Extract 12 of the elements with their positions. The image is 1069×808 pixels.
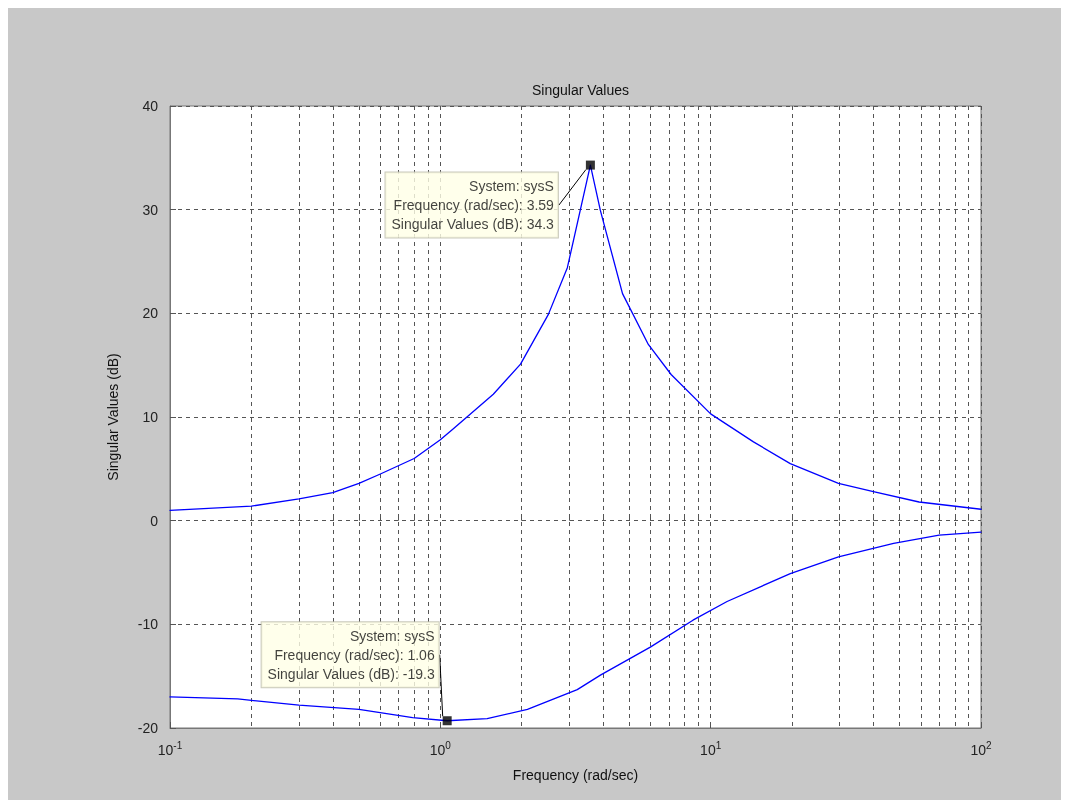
y-tick-label: 40	[142, 98, 159, 114]
chart-title: Singular Values	[531, 82, 630, 98]
annotation: System: sysS Frequency (rad/sec): 3.59 Singular Values (dB): 34.3	[391, 178, 555, 233]
y-axis-title: Singular Values (dB)	[105, 353, 121, 481]
y-tick-label: -20	[137, 720, 159, 736]
y-tick-label: 20	[142, 305, 159, 322]
y-tick-label: 0	[150, 512, 159, 529]
y-tick-label: 30	[142, 201, 159, 218]
y-tick-label: -10	[137, 616, 159, 633]
x-axis-title: Frequency (rad/sec)	[512, 767, 639, 783]
y-tick-label: 10	[142, 409, 159, 425]
annotation: System: sysS Frequency (rad/sec): 1.06 Singular Values (dB): -19.3	[267, 627, 435, 682]
